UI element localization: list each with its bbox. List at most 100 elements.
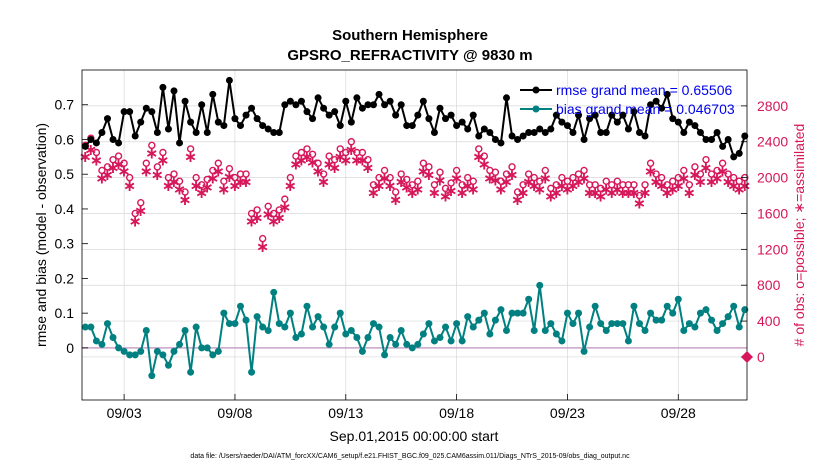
rmse-point bbox=[358, 104, 366, 112]
bias-point bbox=[608, 320, 616, 328]
obs-assimilated-marker: ∗ bbox=[544, 187, 557, 206]
obs-possible-marker bbox=[386, 173, 394, 182]
obs-assimilated-marker: ∗ bbox=[411, 179, 424, 198]
obs-assimilated-marker: ∗ bbox=[284, 176, 297, 195]
obs-assimilated-marker: ∗ bbox=[721, 172, 734, 191]
bias-point bbox=[580, 347, 588, 355]
rmse-point bbox=[347, 118, 355, 126]
rmse-point bbox=[381, 101, 389, 109]
bias-point bbox=[109, 333, 117, 341]
obs-assimilated-marker: ∗ bbox=[101, 165, 114, 184]
bias-point bbox=[375, 323, 383, 331]
rmse-point bbox=[569, 129, 577, 137]
obs-assimilated-marker: ∗ bbox=[117, 161, 130, 180]
rmse-point bbox=[669, 115, 677, 123]
obs-possible-marker bbox=[197, 181, 206, 189]
obs-possible-marker bbox=[125, 173, 134, 182]
obs-assimilated-marker: ∗ bbox=[467, 179, 480, 198]
obs-assimilated-marker: ∗ bbox=[433, 170, 446, 189]
obs-assimilated-marker: ∗ bbox=[716, 161, 729, 180]
rmse-point bbox=[176, 139, 184, 147]
legend-rmse-marker bbox=[532, 86, 540, 94]
obs-assimilated-marker: ∗ bbox=[184, 147, 197, 166]
axes: 09/03 09/08 09/13 09/18 09/23 09/28 0 0.1 0.2 0.3… bbox=[55, 97, 789, 421]
bias-point bbox=[358, 347, 366, 355]
y2-tick-label: 2000 bbox=[757, 170, 788, 186]
bias-point bbox=[181, 327, 189, 335]
obs-assimilated-marker: ∗ bbox=[627, 183, 640, 202]
rmse-point bbox=[480, 125, 488, 133]
obs-assimilated-marker: ∗ bbox=[300, 147, 313, 166]
bias-point bbox=[419, 330, 427, 338]
rmse-point bbox=[508, 132, 516, 140]
obs-assimilated-marker: ∗ bbox=[106, 158, 119, 177]
obs-assimilated-marker: ∗ bbox=[151, 165, 164, 184]
bias-point bbox=[369, 320, 377, 328]
bias-point bbox=[103, 320, 111, 328]
bias-point bbox=[558, 337, 566, 345]
bias-point bbox=[148, 372, 156, 380]
bias-point bbox=[126, 351, 134, 359]
bias-point bbox=[159, 351, 167, 359]
bias-point bbox=[702, 306, 710, 314]
bias-point bbox=[342, 330, 350, 338]
bias-point bbox=[353, 333, 361, 341]
bias-point bbox=[408, 344, 416, 352]
rmse-point bbox=[98, 129, 106, 137]
bias-point bbox=[563, 309, 571, 317]
bias-point bbox=[575, 309, 583, 317]
obs-assimilated-marker: ∗ bbox=[345, 140, 358, 159]
bias-point bbox=[430, 337, 438, 345]
rmse-point bbox=[491, 135, 499, 143]
rmse-point bbox=[369, 101, 377, 109]
obs-possible-marker bbox=[98, 166, 106, 175]
y-tick-label: 0.5 bbox=[55, 166, 75, 182]
bias-point bbox=[386, 333, 394, 341]
obs-possible-marker bbox=[513, 188, 522, 196]
obs-assimilated-marker: ∗ bbox=[322, 154, 335, 173]
bias-point bbox=[619, 320, 627, 328]
bias-point bbox=[735, 323, 743, 331]
rmse-point bbox=[724, 135, 732, 143]
obs-possible-marker bbox=[408, 181, 416, 189]
obs-possible-marker bbox=[657, 173, 666, 182]
obs-assimilated-marker: ∗ bbox=[201, 178, 214, 197]
obs-possible-marker bbox=[175, 177, 184, 185]
bias-point bbox=[264, 327, 272, 335]
rmse-point bbox=[430, 129, 438, 137]
bias-point bbox=[236, 302, 244, 310]
obs-assimilated-marker: ∗ bbox=[256, 237, 269, 256]
obs-possible-marker bbox=[369, 181, 378, 189]
obs-possible-marker bbox=[336, 145, 344, 153]
obs-assimilated-marker: ∗ bbox=[483, 169, 496, 188]
rmse-point bbox=[475, 132, 483, 140]
obs-possible-marker bbox=[430, 181, 439, 189]
rmse-point bbox=[231, 115, 239, 123]
bias-point bbox=[392, 340, 400, 348]
bias-point bbox=[652, 316, 660, 324]
obs-possible-marker bbox=[380, 166, 389, 175]
obs-assimilated-marker: ∗ bbox=[638, 183, 651, 202]
rmse-point bbox=[375, 90, 383, 98]
y2-tick-label: 1600 bbox=[757, 205, 788, 221]
obs-possible-marker bbox=[425, 163, 433, 171]
obs-possible-marker bbox=[153, 163, 162, 171]
bias-point bbox=[724, 313, 732, 321]
obs-possible-marker bbox=[109, 155, 117, 164]
rmse-point bbox=[641, 132, 649, 140]
rmse-point bbox=[713, 129, 721, 137]
rmse-point bbox=[336, 122, 344, 130]
rmse-point bbox=[652, 97, 660, 105]
obs-assimilated-marker: ∗ bbox=[444, 181, 457, 200]
rmse-point bbox=[325, 111, 333, 119]
obs-assimilated-marker: ∗ bbox=[478, 154, 491, 173]
rmse-point bbox=[115, 139, 123, 147]
obs-assimilated-marker: ∗ bbox=[400, 178, 413, 197]
obs-assimilated-marker: ∗ bbox=[156, 151, 169, 170]
bias-point bbox=[137, 347, 145, 355]
obs-possible-marker bbox=[342, 148, 350, 157]
obs-assimilated-marker: ∗ bbox=[710, 169, 723, 188]
obs-assimilated-marker: ∗ bbox=[594, 187, 607, 206]
obs-possible-marker bbox=[286, 173, 295, 182]
obs-possible-marker bbox=[552, 181, 561, 189]
